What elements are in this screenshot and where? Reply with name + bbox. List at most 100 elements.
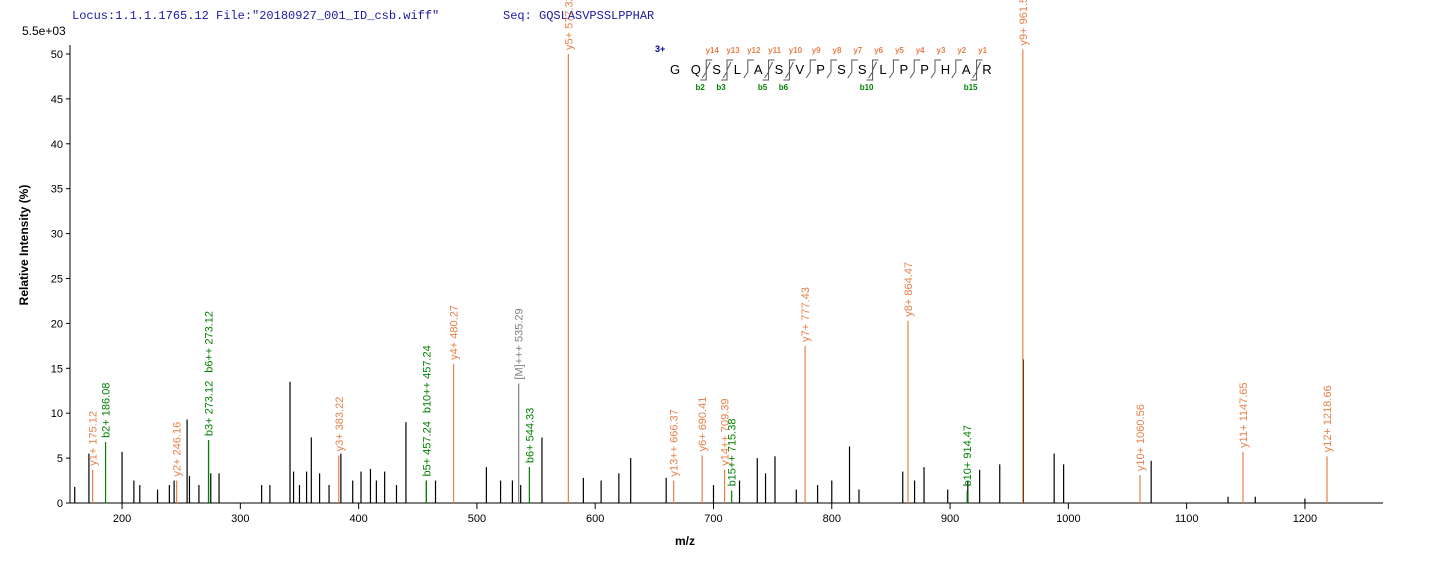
peak-label: b15++ 715.38 <box>727 419 739 487</box>
x-tick-label: 200 <box>113 513 131 525</box>
x-axis-label: m/z <box>675 534 695 548</box>
peak-label: b10+ 914.47 <box>962 425 974 486</box>
y-ion-label: y10 <box>789 46 803 55</box>
b-cleavage <box>762 61 774 81</box>
y-ion-label: y11 <box>768 46 781 55</box>
y-cleavage <box>743 59 754 79</box>
peak-label: y1+ 175.12 <box>88 411 100 466</box>
y-tick-label: 20 <box>51 318 63 330</box>
peak-label: y10+ 1060.56 <box>1135 404 1147 471</box>
peak-label: b6++ 273.12 <box>204 311 216 373</box>
peak-label: y8+ 864.47 <box>903 262 915 317</box>
residue: R <box>982 62 991 77</box>
b-cleavage <box>783 61 794 81</box>
peak-label: y7+ 777.43 <box>800 287 812 342</box>
y-tick-label: 45 <box>51 94 63 106</box>
peak-label: y5+ 577.32 <box>563 0 575 50</box>
peak-label: b5+ 457.24 <box>421 421 433 476</box>
peak-label: b3+ 273.12 <box>204 381 216 436</box>
peak-label: y4+ 480.27 <box>449 305 461 360</box>
residue: S <box>712 62 721 77</box>
y-tick-label: 25 <box>51 273 63 285</box>
b-ion-label: b5 <box>758 83 768 92</box>
y-ion-label: y8 <box>833 46 842 55</box>
y-ion-label: y2 <box>957 46 966 55</box>
x-tick-label: 400 <box>349 513 367 525</box>
residue: G <box>670 62 680 77</box>
b-cleavage <box>700 61 711 81</box>
y-tick-label: 35 <box>51 184 63 196</box>
residue: L <box>879 62 886 77</box>
peak-label: y11+ 1147.65 <box>1238 382 1250 447</box>
y-cleavage <box>909 59 921 79</box>
y-cleavage <box>868 59 879 79</box>
y-tick-label: 30 <box>51 229 63 241</box>
y-ion-label: y12 <box>747 46 761 55</box>
y-cleavage <box>826 59 837 79</box>
y-cleavage <box>930 59 941 79</box>
b-ion-label: b15 <box>964 83 978 92</box>
y-tick-label: 40 <box>51 139 63 151</box>
peak-label: y9+ 961.52 <box>1018 0 1030 45</box>
residue: S <box>837 62 846 77</box>
residue: A <box>754 62 763 77</box>
y-tick-label: 10 <box>51 408 63 420</box>
residue: S <box>858 62 867 77</box>
x-tick-label: 1000 <box>1056 513 1080 525</box>
y-ion-label: y1 <box>978 46 987 55</box>
x-tick-label: 1100 <box>1175 513 1199 525</box>
y-ion-label: y6 <box>874 46 883 55</box>
x-tick-label: 700 <box>704 513 722 525</box>
b-cleavage <box>721 61 732 81</box>
charge: 3+ <box>655 44 665 54</box>
y-tick-label: 50 <box>51 49 63 61</box>
y-cleavage <box>722 59 733 79</box>
residue: P <box>816 62 825 77</box>
y-cleavage <box>972 59 983 79</box>
peak-label: y14++ 709.39 <box>720 398 732 465</box>
y-cleavage <box>701 59 713 79</box>
peak-label: b2+ 186.08 <box>101 383 113 438</box>
peak-label: y13++ 666.37 <box>669 409 681 476</box>
peak-label: y12+ 1218.66 <box>1322 385 1334 452</box>
y-ion-label: y3 <box>937 46 946 55</box>
b-ion-label: b3 <box>716 83 726 92</box>
y-cleavage <box>805 59 817 79</box>
y-tick-label: 0 <box>57 498 63 510</box>
b-cleavage <box>866 61 878 81</box>
y-ion-label: y4 <box>916 46 925 55</box>
seq-label: Seq: GQSLASVPSSLPPHAR <box>503 9 654 23</box>
residue: H <box>941 62 950 77</box>
y-cleavage <box>888 59 900 79</box>
y-ion-label: y9 <box>812 46 821 55</box>
residue: S <box>775 62 784 77</box>
x-tick-label: 600 <box>586 513 604 525</box>
peak-label: y3+ 383.22 <box>334 397 346 452</box>
b-ion-label: b2 <box>696 83 706 92</box>
residue: P <box>899 62 908 77</box>
y-tick-label: 5 <box>57 453 63 465</box>
peak-label: [M]+++ 535.29 <box>514 308 526 379</box>
y-ion-label: y7 <box>853 46 862 55</box>
b-cleavage <box>970 61 982 81</box>
y-ion-label: y5 <box>895 46 904 55</box>
residue: Q <box>691 62 701 77</box>
y-ion-label: y14 <box>706 46 720 55</box>
peak-label: y6+ 690.41 <box>697 397 709 452</box>
peak-label: b6+ 544.33 <box>524 408 536 463</box>
b-ion-label: b6 <box>779 83 789 92</box>
y-cleavage <box>764 59 775 79</box>
residue: A <box>962 62 971 77</box>
b-ion-label: b10 <box>860 83 874 92</box>
peak-label: y2+ 246.16 <box>172 422 184 477</box>
y-axis-label: Relative Intensity (%) <box>17 185 31 306</box>
peak-label: b10++ 457.24 <box>421 345 433 413</box>
x-tick-label: 800 <box>823 513 841 525</box>
x-tick-label: 300 <box>231 513 249 525</box>
y-tick-label: 15 <box>51 363 63 375</box>
header: Locus:1.1.1.1765.12 File:"20180927_001_I… <box>72 9 439 23</box>
x-tick-label: 1200 <box>1293 513 1317 525</box>
y-cleavage <box>784 59 796 79</box>
y-cleavage <box>951 59 962 79</box>
